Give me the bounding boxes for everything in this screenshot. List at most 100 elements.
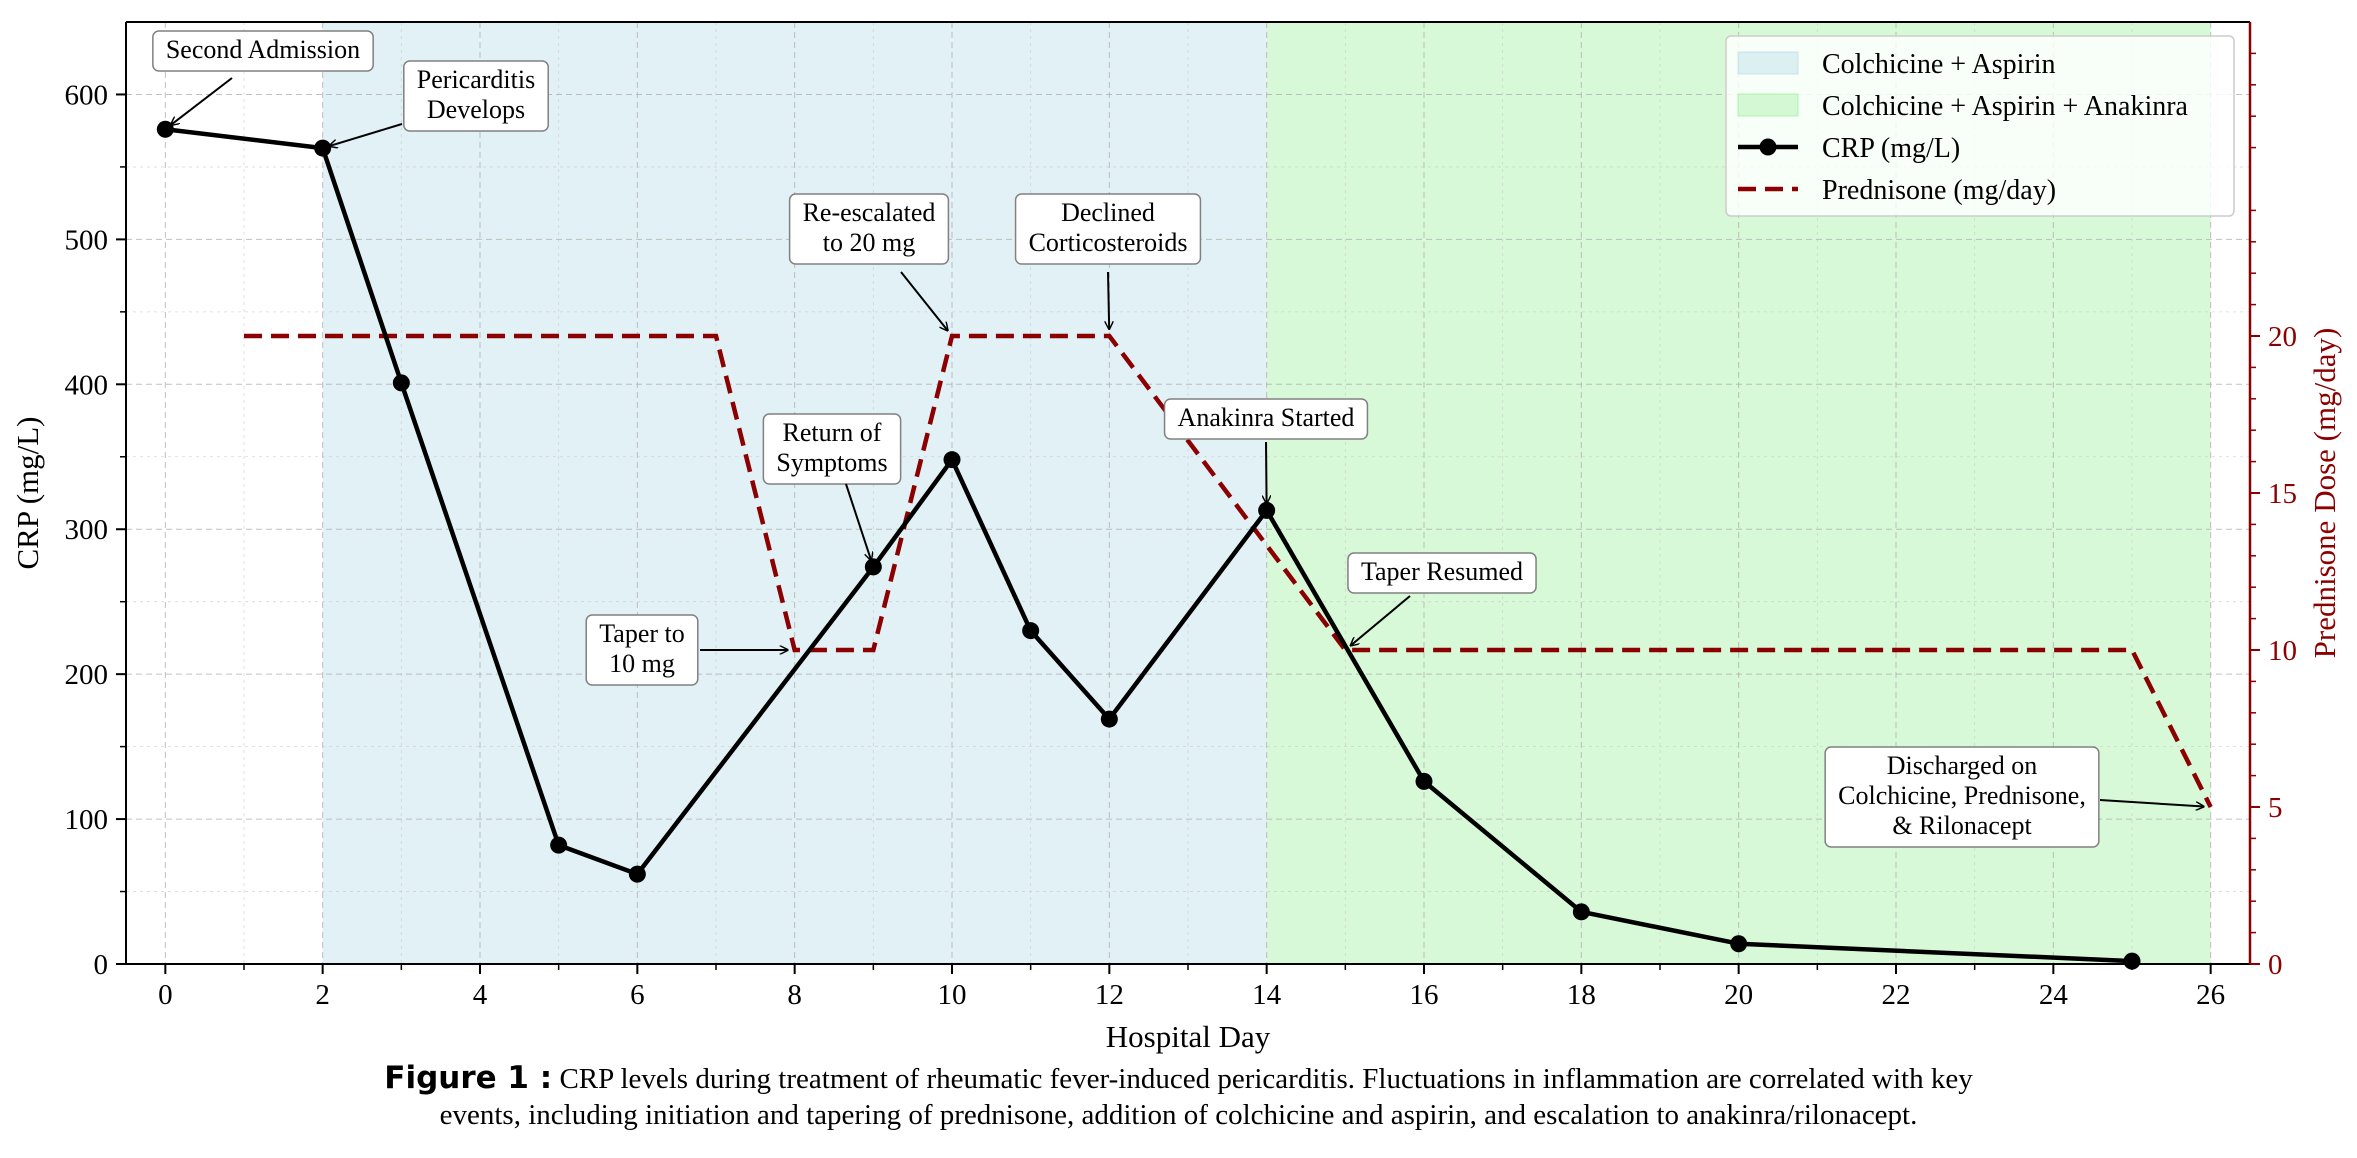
- y-tick-label: 400: [65, 369, 109, 401]
- caption-line-1: CRP levels during treatment of rheumatic…: [559, 1063, 1973, 1095]
- crp-point: [2123, 952, 2141, 970]
- crp-point: [392, 374, 410, 392]
- y-tick-label: 100: [65, 804, 109, 836]
- y2-axis-label: Prednisone Dose (mg/day): [2307, 328, 2342, 659]
- axes: 0 2 4 6 8 10 12 14 16 18 20 22 24 2601002003004005006…: [10, 21, 2342, 1054]
- crp-point: [628, 865, 646, 883]
- annotation-text-line: 10 mg: [609, 649, 675, 678]
- legend: Colchicine + Aspirin Colchicine + Aspirin…: [1725, 35, 2235, 217]
- crp-point: [314, 139, 332, 157]
- legend-item-crp: CRP (mg/L): [1738, 133, 1960, 164]
- annotation-text-line: Taper to: [599, 619, 685, 648]
- x-tick-label: 14: [1252, 979, 1282, 1011]
- crp-point: [864, 558, 882, 576]
- annotation-text-line: & Rilonacept: [1892, 811, 2032, 840]
- crp-point: [943, 451, 961, 469]
- annotation-taper-resumed: Taper Resumed: [1347, 552, 1537, 646]
- annotation-text-line: Discharged on: [1887, 751, 2037, 780]
- x-tick-label: 6: [630, 979, 645, 1011]
- x-tick-label: 20: [1724, 979, 1753, 1011]
- annotation-second-admission: Second Admission: [152, 30, 374, 125]
- legend-swatch: [1737, 51, 1799, 75]
- crp-point: [156, 120, 174, 138]
- y2-tick-label: 20: [2268, 321, 2297, 353]
- annotation-arrow: [1351, 595, 1411, 646]
- crp-point: [1258, 501, 1276, 519]
- x-tick-label: 10: [938, 979, 967, 1011]
- annotation-box: [1347, 552, 1537, 594]
- crp-point: [1022, 622, 1040, 640]
- legend-label: CRP (mg/L): [1822, 133, 1960, 164]
- caption-line-2: events, including initiation and taperin…: [439, 1099, 1918, 1131]
- annotation-arrow: [845, 483, 871, 560]
- annotation-anakinra-started: Anakinra Started: [1163, 398, 1369, 503]
- annotation-text-line: Declined: [1061, 198, 1155, 227]
- crp-point: [1415, 772, 1433, 790]
- annotations: Second AdmissionPericarditisDevelopsTape…: [152, 30, 2204, 848]
- x-tick-label: 0: [158, 979, 173, 1011]
- legend-label: Colchicine + Aspirin: [1822, 49, 2056, 80]
- y-tick-label: 500: [65, 224, 109, 256]
- figure-caption: Figure 1 : CRP levels during treatment o…: [0, 1060, 2357, 1133]
- annotation-text-line: Develops: [427, 95, 525, 124]
- annotation-text-line: Second Admission: [166, 35, 360, 64]
- y-tick-label: 600: [65, 79, 109, 111]
- annotation-box: [1824, 746, 2100, 848]
- legend-box: [1725, 35, 2235, 217]
- crp-point: [1100, 710, 1118, 728]
- x-tick-label: 18: [1567, 979, 1596, 1011]
- y2-tick-label: 10: [2268, 635, 2297, 667]
- y2-tick-label: 15: [2268, 478, 2297, 510]
- x-axis-label: Hospital Day: [1106, 1019, 1271, 1054]
- caption-label: Figure 1 :: [384, 1060, 553, 1096]
- legend-label: Prednisone (mg/day): [1822, 175, 2056, 206]
- x-tick-label: 8: [787, 979, 802, 1011]
- annotation-arrow: [329, 123, 403, 146]
- y-tick-label: 0: [94, 949, 109, 981]
- annotation-box: [585, 614, 699, 686]
- annotation-text-line: Colchicine, Prednisone,: [1838, 781, 2086, 810]
- annotation-box: [152, 30, 374, 72]
- annotation-arrow: [2099, 799, 2204, 807]
- annotation-arrow: [1108, 271, 1109, 329]
- annotation-text-line: Return of: [783, 418, 882, 447]
- annotation-text-line: Taper Resumed: [1361, 557, 1523, 586]
- crp-point: [1730, 935, 1748, 953]
- annotation-box: [1163, 398, 1369, 440]
- x-tick-label: 12: [1095, 979, 1124, 1011]
- legend-item-colchicine-aspirin: Colchicine + Aspirin: [1737, 49, 2056, 80]
- annotation-arrow: [1266, 441, 1267, 503]
- x-tick-label: 2: [315, 979, 330, 1011]
- annotation-box: [1014, 193, 1202, 265]
- data-lines: [156, 120, 2213, 970]
- crp-prednisone-chart: 0 2 4 6 8 10 12 14 16 18 20 22 24 2601002003004005006…: [10, 21, 2342, 1054]
- legend-swatch-marker: [1759, 138, 1777, 156]
- annotation-text-line: Anakinra Started: [1178, 403, 1355, 432]
- crp-point: [550, 836, 568, 854]
- annotation-text-line: Pericarditis: [417, 65, 535, 94]
- annotation-box: [403, 60, 549, 132]
- annotation-text-line: Corticosteroids: [1029, 228, 1188, 257]
- x-tick-label: 24: [2039, 979, 2069, 1011]
- y2-tick-label: 0: [2268, 949, 2283, 981]
- crp-point: [1572, 903, 1590, 921]
- annotation-box: [762, 413, 902, 485]
- annotation-text-line: to 20 mg: [823, 228, 915, 257]
- legend-swatch: [1737, 93, 1799, 117]
- prednisone-line: [244, 333, 2213, 809]
- annotation-box: [788, 193, 950, 265]
- legend-label: Colchicine + Aspirin + Anakinra: [1822, 91, 2189, 122]
- y-tick-label: 300: [65, 514, 109, 546]
- legend-item-colchicine-aspirin-anakinra: Colchicine + Aspirin + Anakinra: [1737, 91, 2189, 122]
- crp-line: [165, 127, 2133, 964]
- annotation-arrow: [900, 271, 948, 331]
- legend-item-prednisone: Prednisone (mg/day): [1738, 175, 2056, 206]
- x-tick-label: 22: [1882, 979, 1911, 1011]
- annotation-text-line: Re-escalated: [803, 198, 936, 227]
